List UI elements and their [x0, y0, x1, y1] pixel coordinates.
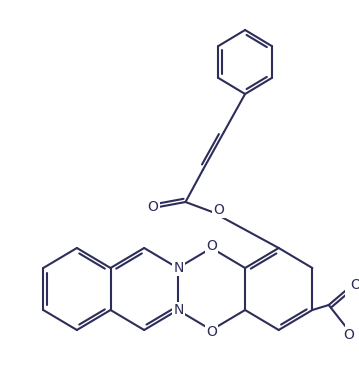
Text: O: O — [350, 278, 359, 292]
Text: O: O — [214, 203, 225, 217]
Text: N: N — [174, 261, 184, 275]
Text: O: O — [206, 239, 217, 253]
Text: O: O — [148, 200, 158, 214]
Text: N: N — [174, 303, 184, 317]
Text: O: O — [206, 325, 217, 339]
Text: O: O — [344, 328, 354, 342]
